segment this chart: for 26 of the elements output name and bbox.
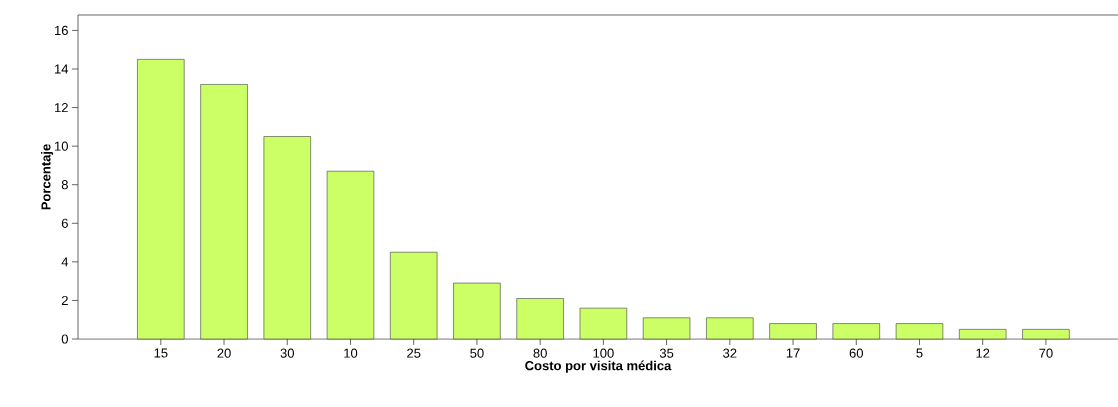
x-tick-label: 15 xyxy=(154,348,168,358)
x-tick-label: 50 xyxy=(470,348,484,358)
y-tick-label: 16 xyxy=(55,25,68,36)
x-axis-title: Costo por visita médica xyxy=(525,360,672,373)
x-tick-label: 100 xyxy=(593,348,614,358)
x-tick-label: 80 xyxy=(533,348,547,358)
x-tick-label: 17 xyxy=(786,348,800,358)
x-tick-label: 35 xyxy=(659,348,674,358)
y-tick-label: 4 xyxy=(61,257,69,267)
y-tick-label: 2 xyxy=(61,295,68,305)
y-axis-title: Porcentaje xyxy=(41,144,54,210)
y-tick-label: 8 xyxy=(61,180,68,190)
x-tick-label: 32 xyxy=(723,348,737,358)
x-tick-label: 60 xyxy=(849,348,863,358)
x-tick-label: 20 xyxy=(217,348,231,358)
x-tick-label: 12 xyxy=(976,348,990,358)
x-tick-label: 10 xyxy=(344,348,358,358)
y-tick-label: 12 xyxy=(55,103,68,113)
x-tick-label: 70 xyxy=(1039,348,1053,358)
x-tick-label: 30 xyxy=(280,348,294,358)
y-tick-label: 14 xyxy=(55,64,69,74)
x-tick-label: 25 xyxy=(407,348,421,358)
y-tick-label: 10 xyxy=(55,141,68,151)
x-tick-label: 5 xyxy=(916,348,923,358)
y-tick-label: 6 xyxy=(61,218,68,228)
y-tick-label: 0 xyxy=(61,334,68,344)
